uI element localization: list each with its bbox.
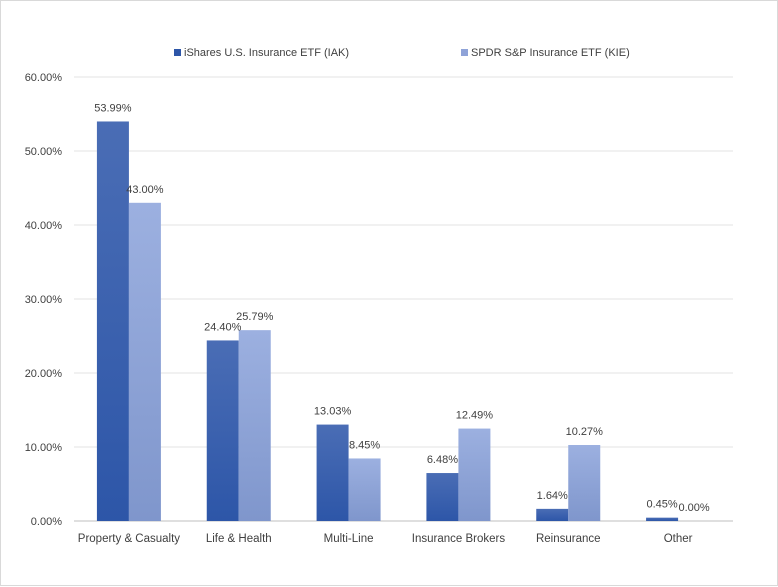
data-label: 43.00% bbox=[126, 184, 164, 196]
y-tick-label: 50.00% bbox=[25, 146, 63, 158]
bar-iak-3 bbox=[426, 473, 459, 521]
x-tick-label: Other bbox=[664, 533, 693, 545]
x-tick-label: Insurance Brokers bbox=[412, 533, 506, 545]
legend-label: iShares U.S. Insurance ETF (IAK) bbox=[184, 47, 349, 59]
data-label: 12.49% bbox=[456, 410, 494, 422]
bar-iak-1 bbox=[206, 340, 239, 521]
data-label: 8.45% bbox=[349, 439, 380, 451]
bar-iak-0 bbox=[96, 121, 129, 521]
y-tick-label: 40.00% bbox=[25, 220, 63, 232]
y-tick-label: 30.00% bbox=[25, 294, 63, 306]
data-label: 0.00% bbox=[678, 502, 709, 514]
legend-swatch bbox=[174, 49, 181, 56]
bar-iak-5 bbox=[646, 517, 679, 521]
x-tick-label: Life & Health bbox=[206, 533, 272, 545]
data-label: 6.48% bbox=[427, 454, 458, 466]
x-tick-label: Reinsurance bbox=[536, 533, 601, 545]
y-tick-label: 60.00% bbox=[25, 72, 63, 84]
bar-kie-2 bbox=[348, 458, 381, 521]
legend: iShares U.S. Insurance ETF (IAK) SPDR S&P… bbox=[174, 47, 630, 59]
bar-kie-0 bbox=[128, 202, 161, 522]
bar-kie-3 bbox=[458, 428, 491, 521]
data-label: 25.79% bbox=[236, 311, 274, 323]
bar-kie-1 bbox=[238, 330, 271, 521]
data-label: 1.64% bbox=[537, 490, 568, 502]
y-tick-label: 10.00% bbox=[25, 442, 63, 454]
data-label: 10.27% bbox=[566, 426, 604, 438]
data-label: 53.99% bbox=[94, 102, 132, 114]
data-label: 0.45% bbox=[646, 499, 677, 511]
legend-swatch bbox=[461, 49, 468, 56]
y-tick-label: 0.00% bbox=[31, 516, 62, 528]
legend-label: SPDR S&P Insurance ETF (KIE) bbox=[471, 47, 630, 59]
y-tick-label: 20.00% bbox=[25, 368, 63, 380]
bar-iak-2 bbox=[316, 424, 349, 521]
bar-iak-4 bbox=[536, 508, 569, 521]
x-tick-label: Multi-Line bbox=[324, 533, 374, 545]
bar-kie-4 bbox=[568, 445, 601, 521]
data-label: 24.40% bbox=[204, 321, 242, 333]
data-label: 13.03% bbox=[314, 406, 352, 418]
x-tick-label: Property & Casualty bbox=[78, 533, 181, 545]
